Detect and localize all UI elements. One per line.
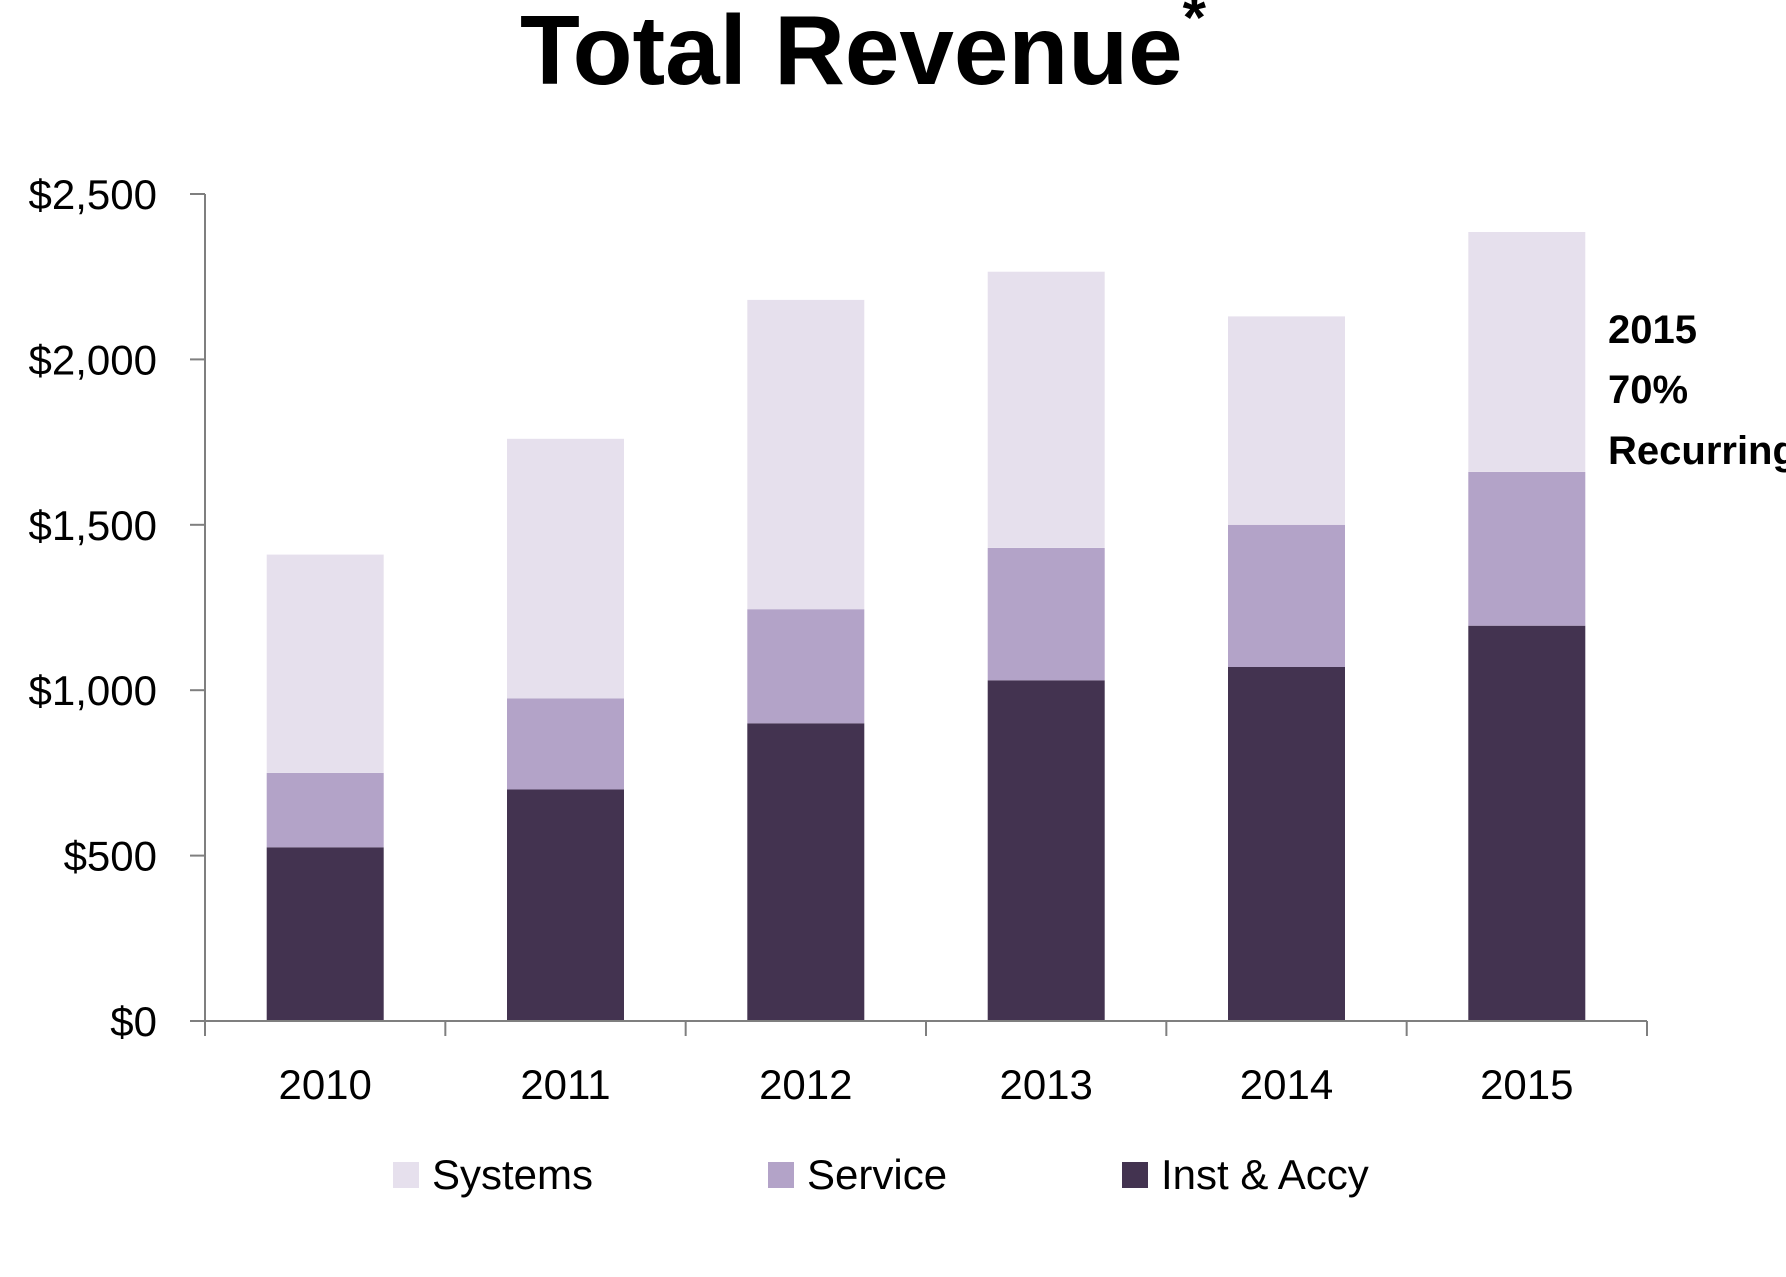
bar-segment-service-2010 xyxy=(266,772,384,848)
x-tick-label-2011: 2011 xyxy=(520,1061,610,1108)
bar-segment-inst-accy-2010 xyxy=(266,847,384,1021)
chart-title-asterisk: * xyxy=(1183,0,1207,51)
annotation-line-2: 70% xyxy=(1608,368,1688,412)
annotation-line-1: 2015 xyxy=(1608,308,1697,352)
bar-segment-service-2012 xyxy=(747,609,865,724)
chart-title: Total Revenue* xyxy=(520,0,1207,105)
y-tick-label-1000: $1,000 xyxy=(29,667,157,714)
chart-title-text: Total Revenue xyxy=(520,0,1183,105)
bar-segment-systems-2011 xyxy=(507,438,624,699)
x-tick-label-2015: 2015 xyxy=(1480,1061,1573,1108)
bar-segment-service-2014 xyxy=(1228,524,1345,667)
y-axis-tick-labels: $0 $500 $1,000 $1,500 $2,000 $2,500 xyxy=(29,171,157,1045)
bar-segment-service-2013 xyxy=(987,548,1105,681)
chart-bars xyxy=(266,232,1586,1021)
bar-segment-systems-2013 xyxy=(987,271,1105,548)
y-tick-label-0: $0 xyxy=(110,998,157,1045)
x-axis-tick-labels: 2010 2011 2012 2013 2014 2015 xyxy=(278,1061,1573,1108)
bar-segment-systems-2015 xyxy=(1468,232,1586,472)
x-tick-label-2010: 2010 xyxy=(278,1061,371,1108)
annotation-line-3: Recurring xyxy=(1608,429,1786,473)
legend-swatch-systems xyxy=(393,1162,419,1188)
bar-segment-inst-accy-2012 xyxy=(747,723,865,1021)
legend-swatch-inst-accy xyxy=(1122,1162,1148,1188)
legend-label-systems: Systems xyxy=(432,1151,593,1198)
bar-segment-inst-accy-2013 xyxy=(987,680,1105,1021)
x-tick-label-2013: 2013 xyxy=(999,1061,1092,1108)
y-tick-label-2500: $2,500 xyxy=(29,171,157,218)
bar-segment-systems-2014 xyxy=(1228,316,1345,525)
y-tick-label-1500: $1,500 xyxy=(29,502,157,549)
bar-segment-service-2011 xyxy=(507,698,624,790)
legend-label-inst-accy: Inst & Accy xyxy=(1161,1151,1369,1198)
y-tick-label-2000: $2,000 xyxy=(29,336,157,383)
x-tick-label-2014: 2014 xyxy=(1240,1061,1333,1108)
bar-segment-systems-2012 xyxy=(747,299,865,610)
bar-segment-systems-2010 xyxy=(266,554,384,773)
legend-label-service: Service xyxy=(807,1151,947,1198)
bar-segment-inst-accy-2015 xyxy=(1468,625,1586,1021)
y-tick-label-500: $500 xyxy=(64,833,157,880)
bar-segment-inst-accy-2011 xyxy=(507,789,624,1021)
bar-segment-service-2015 xyxy=(1468,471,1586,626)
bar-segment-inst-accy-2014 xyxy=(1228,667,1345,1021)
x-tick-label-2012: 2012 xyxy=(759,1061,852,1108)
recurring-annotation: 2015 70% Recurring xyxy=(1608,308,1786,473)
chart-axes xyxy=(190,193,1648,1036)
chart-legend: Systems Service Inst & Accy xyxy=(393,1151,1369,1198)
legend-swatch-service xyxy=(768,1162,794,1188)
